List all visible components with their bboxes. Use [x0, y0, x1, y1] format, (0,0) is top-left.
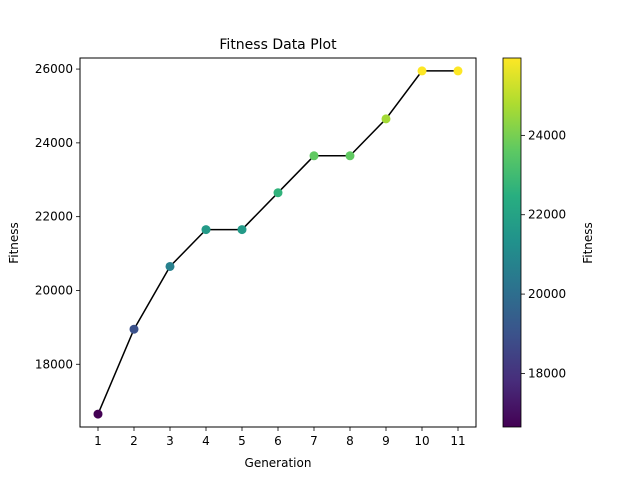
data-point: [273, 188, 283, 198]
data-point: [129, 324, 139, 334]
colorbar-ticks: 18000 20000 22000 24000: [521, 128, 566, 380]
y-tick-label: 20000: [35, 283, 73, 297]
data-point: [345, 151, 355, 161]
colorbar-tick-label: 24000: [528, 128, 566, 142]
data-point: [309, 151, 319, 161]
plot-frame: [79, 57, 477, 428]
colorbar-label: Fitness: [581, 222, 595, 264]
x-tick-label: 10: [414, 434, 429, 448]
x-tick-label: 3: [166, 434, 174, 448]
data-point: [381, 114, 391, 124]
data-point: [453, 66, 463, 76]
data-point: [93, 409, 103, 419]
x-tick-label: 9: [382, 434, 390, 448]
data-point: [417, 66, 427, 76]
colorbar-tick-label: 22000: [528, 208, 566, 222]
data-point: [201, 225, 211, 235]
colorbar-tick-label: 18000: [528, 366, 566, 380]
data-point: [165, 261, 175, 271]
x-tick-label: 7: [310, 434, 318, 448]
x-tick-label: 4: [202, 434, 210, 448]
colorbar: [502, 57, 522, 428]
x-axis-title: Generation: [245, 456, 312, 470]
y-tick-label: 18000: [35, 357, 73, 371]
data-point: [237, 225, 247, 235]
y-tick-label: 24000: [35, 136, 73, 150]
chart-title: Fitness Data Plot: [219, 37, 337, 53]
y-axis: 18000 20000 22000 24000 26000: [35, 62, 80, 371]
marks-layer: [93, 66, 463, 419]
y-tick-label: 22000: [35, 210, 73, 224]
x-axis: 1 2 3 4 5 6 7 8 9 10 11: [94, 427, 466, 448]
colorbar-tick-label: 20000: [528, 287, 566, 301]
x-tick-label: 5: [238, 434, 246, 448]
x-tick-label: 11: [450, 434, 465, 448]
x-tick-label: 8: [346, 434, 354, 448]
x-tick-label: 6: [274, 434, 282, 448]
y-axis-title: Fitness: [7, 222, 21, 264]
y-tick-label: 26000: [35, 62, 73, 76]
plot-area: [80, 58, 476, 427]
x-tick-label: 2: [130, 434, 138, 448]
x-tick-label: 1: [94, 434, 102, 448]
